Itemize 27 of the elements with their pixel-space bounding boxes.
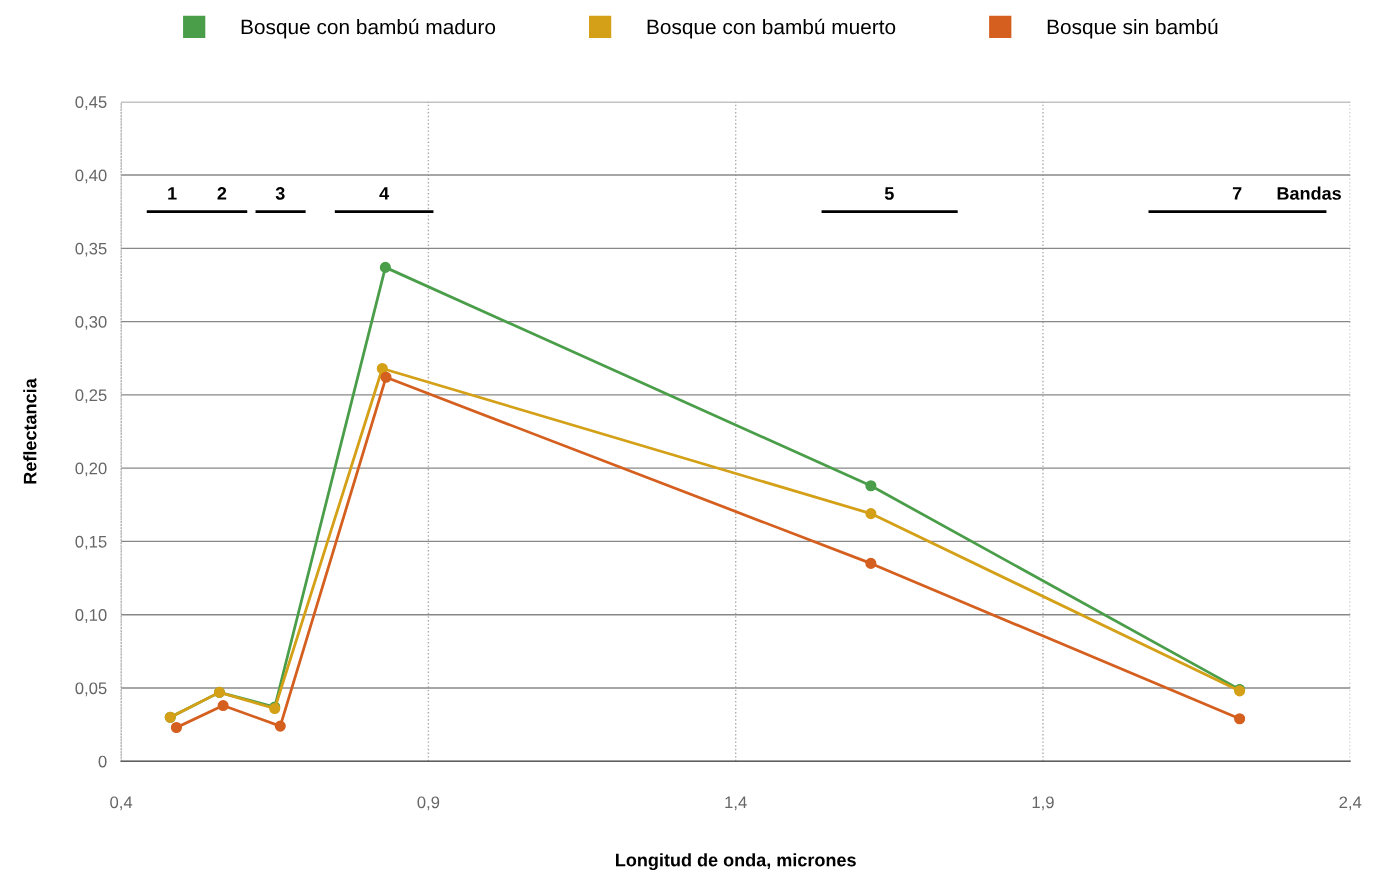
annotation: 4 xyxy=(379,187,390,200)
x-tick-label: 0,9 xyxy=(417,796,440,811)
legend-label: Bosque sin bambú xyxy=(1047,18,1218,39)
x-tick-label: 0,4 xyxy=(110,796,133,811)
annotation: 3 xyxy=(275,187,285,200)
annotation: 5 xyxy=(884,187,894,200)
annotation: 7 xyxy=(1232,187,1242,200)
x-axis-title: Longitud de onda, micrones xyxy=(616,853,856,870)
annotation: Bandas xyxy=(1277,186,1341,200)
y-tick-label: 0,35 xyxy=(75,242,107,257)
y-axis-title: Reflectancia xyxy=(23,378,37,484)
annotation: 2 xyxy=(217,187,227,200)
x-tick-label: 1,9 xyxy=(1032,796,1054,811)
y-tick-label: 0,20 xyxy=(75,462,107,477)
y-tick-label: 0,10 xyxy=(75,609,107,623)
y-tick-label: 0,40 xyxy=(75,169,107,184)
legend-label: Bosque con bambú muerto xyxy=(647,18,896,39)
y-tick-label: 0,15 xyxy=(75,535,107,550)
y-tick-label: 0,30 xyxy=(75,316,107,330)
legend-label: Bosque con bambú maduro xyxy=(241,18,496,39)
y-tick-label: 0,45 xyxy=(75,96,107,110)
annotation: 1 xyxy=(168,187,177,200)
y-tick-label: 0,05 xyxy=(75,682,107,697)
x-tick-label: 2,4 xyxy=(1339,796,1362,811)
y-tick-label: 0 xyxy=(98,755,107,768)
x-tick-label: 1,4 xyxy=(725,796,747,811)
y-tick-label: 0,25 xyxy=(75,389,107,404)
